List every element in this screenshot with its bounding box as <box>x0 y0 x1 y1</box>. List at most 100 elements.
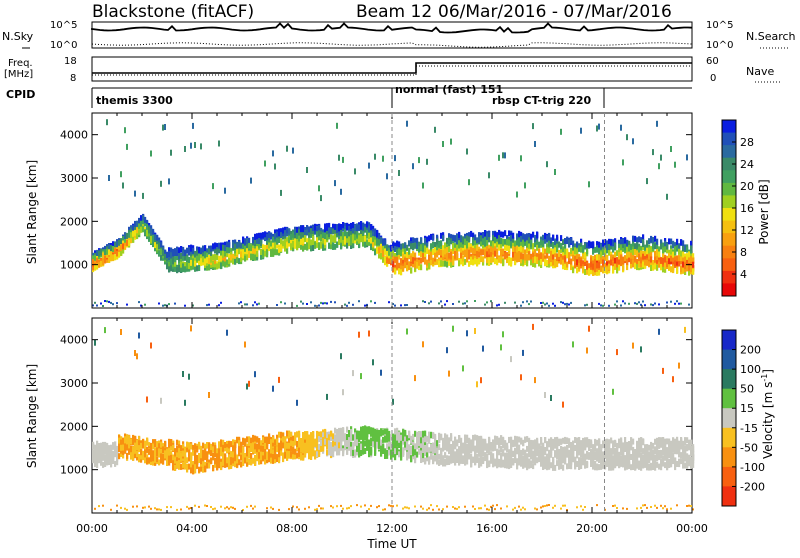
power-cell <box>298 229 300 235</box>
velocity-cell <box>428 447 430 453</box>
power-cell <box>438 242 440 248</box>
power-cell <box>638 236 640 242</box>
power-cell <box>482 256 484 262</box>
power-cell <box>644 245 646 251</box>
power-cell <box>224 251 226 257</box>
power-cell <box>496 233 498 239</box>
power-cell <box>654 251 656 257</box>
power-cell <box>280 301 282 303</box>
power-cell <box>340 243 342 249</box>
velocity-cell <box>426 446 428 452</box>
power-cell <box>130 232 132 238</box>
power-cell <box>306 242 308 248</box>
power-cell <box>504 245 506 251</box>
power-cell <box>632 249 634 255</box>
power-cell <box>140 215 142 221</box>
power-cell <box>540 239 542 245</box>
power-cell <box>460 259 462 265</box>
velocity-cell <box>160 509 162 511</box>
power-cell <box>386 173 388 179</box>
power-cell <box>598 303 600 305</box>
power-cell <box>302 303 304 305</box>
power-cell <box>678 255 680 261</box>
power-cell <box>172 258 174 264</box>
power-cell <box>238 241 240 247</box>
velocity-cell <box>176 440 178 446</box>
power-cell <box>102 259 104 265</box>
power-cell <box>506 252 508 258</box>
power-cell <box>560 301 562 303</box>
power-cell <box>128 232 130 238</box>
power-cell <box>620 239 622 245</box>
power-cell <box>452 245 454 251</box>
velocity-cell <box>234 461 236 467</box>
velocity-cell <box>258 438 260 444</box>
power-cell <box>252 237 254 243</box>
power-cell <box>264 245 266 251</box>
velocity-cell <box>402 447 404 453</box>
power-cell <box>638 301 640 303</box>
power-cell <box>494 232 496 238</box>
velocity-cell <box>376 443 378 449</box>
power-cell <box>346 224 348 230</box>
power-cell <box>464 259 466 265</box>
power-cell <box>408 240 410 246</box>
velocity-cell <box>126 434 128 440</box>
power-cell <box>498 257 500 263</box>
velocity-cell <box>396 447 398 453</box>
power-cell <box>674 260 676 266</box>
velocity-cell <box>106 450 108 456</box>
velocity-cell <box>414 506 416 508</box>
velocity-cell <box>228 442 230 448</box>
velocity-cell <box>170 506 172 508</box>
power-cell <box>300 232 302 238</box>
power-cell <box>462 303 464 305</box>
power-cell <box>144 217 146 223</box>
power-cell <box>306 230 308 236</box>
power-cell <box>164 124 166 130</box>
velocity-cell <box>248 459 250 465</box>
power-cell <box>402 243 404 249</box>
power-cell <box>404 262 406 268</box>
velocity-cell <box>194 505 196 507</box>
power-cell <box>340 237 342 243</box>
velocity-cell <box>400 435 402 441</box>
power-cell <box>480 256 482 262</box>
power-cell <box>468 237 470 243</box>
velocity-cell <box>256 455 258 461</box>
power-cell <box>488 260 490 266</box>
velocity-cell <box>108 445 110 451</box>
power-cell <box>110 255 112 261</box>
velocity-cell <box>192 465 194 471</box>
velocity-cell <box>220 506 222 508</box>
power-cell <box>320 234 322 240</box>
velocity-cell <box>424 436 426 442</box>
velocity-cell <box>372 428 374 434</box>
power-cell <box>414 243 416 249</box>
power-cell <box>310 240 312 246</box>
velocity-cell <box>134 448 136 454</box>
power-cell <box>466 300 468 302</box>
power-cell <box>196 265 198 271</box>
power-cell <box>240 243 242 249</box>
power-cell <box>306 167 308 173</box>
power-cell <box>596 254 598 260</box>
power-cell <box>532 232 534 238</box>
power-cell <box>646 240 648 246</box>
power-cell <box>348 236 350 242</box>
velocity-cell <box>276 454 278 460</box>
velocity-cell <box>244 458 246 464</box>
power-cell <box>562 246 564 252</box>
power-cell <box>580 128 582 134</box>
power-cell <box>270 234 272 240</box>
power-cell <box>208 304 210 306</box>
power-cell <box>358 235 360 241</box>
freq-tick-bottom: 8 <box>70 73 76 84</box>
power-cell <box>222 261 224 267</box>
power-cell <box>670 256 672 262</box>
velocity-cell <box>114 447 116 453</box>
velocity-cell <box>396 441 398 447</box>
power-cell <box>510 258 512 264</box>
velocity-cell <box>422 508 424 510</box>
velocity-cell <box>168 448 170 454</box>
